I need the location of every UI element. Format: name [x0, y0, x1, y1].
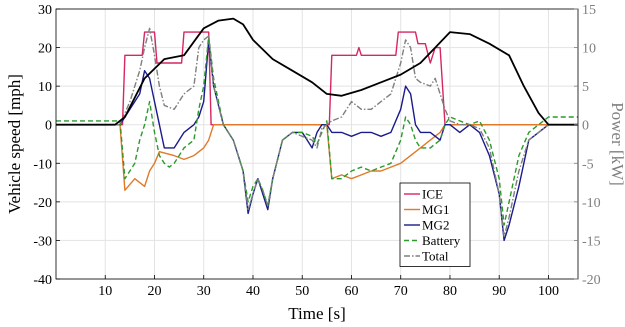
series-line-ice [56, 31, 578, 126]
x-tick-label: 50 [295, 284, 309, 299]
x-axis-title: Time [s] [288, 304, 345, 323]
y-right-tick-label: -10 [582, 196, 601, 211]
y-right-tick-label: -20 [582, 273, 601, 288]
legend-label-mg1: MG1 [422, 202, 449, 217]
y-axis-left-title: Vehicle speed [mph] [5, 74, 24, 214]
x-tick-label: 20 [147, 284, 161, 299]
legend-label-battery: Battery [422, 233, 461, 248]
y-left-tick-label: -10 [33, 157, 52, 172]
plot-frame [55, 8, 579, 280]
series-line-vehicle-speed [56, 17, 578, 126]
y-left-tick-label: 20 [38, 42, 52, 57]
y-right-tick-label: -15 [582, 234, 601, 249]
y-right-tick-label: -5 [582, 157, 594, 172]
legend-label-mg2: MG2 [422, 218, 449, 233]
series-line-battery [56, 35, 578, 226]
ticks-layer: 10 20 30 40 50 60 70 80 90 100-40-30-20-100102030… [33, 3, 600, 299]
y-left-tick-label: -40 [33, 273, 52, 288]
y-left-tick-label: 0 [45, 119, 52, 134]
y-left-tick-label: -30 [33, 234, 52, 249]
y-right-tick-label: 15 [582, 3, 596, 18]
y-right-tick-label: 0 [582, 119, 589, 134]
series-line-total [56, 27, 578, 238]
x-tick-label: 60 [344, 284, 358, 299]
x-tick-label: 100 [538, 284, 559, 299]
series-layer [56, 17, 578, 242]
y-left-tick-label: -20 [33, 196, 52, 211]
x-tick-label: 70 [394, 284, 408, 299]
y-left-tick-label: 30 [38, 3, 52, 18]
legend-label-ice: ICE [422, 187, 443, 202]
x-tick-label: 40 [246, 284, 260, 299]
x-tick-label: 90 [492, 284, 506, 299]
x-tick-label: 30 [197, 284, 211, 299]
x-tick-label: 80 [443, 284, 457, 299]
y-left-tick-label: 10 [38, 80, 52, 95]
legend-label-total: Total [422, 249, 449, 264]
y-axis-right-title: Power [kW] [608, 102, 625, 186]
y-right-tick-label: 5 [582, 80, 589, 95]
y-right-tick-label: 10 [582, 42, 596, 57]
x-tick-label: 10 [98, 284, 112, 299]
